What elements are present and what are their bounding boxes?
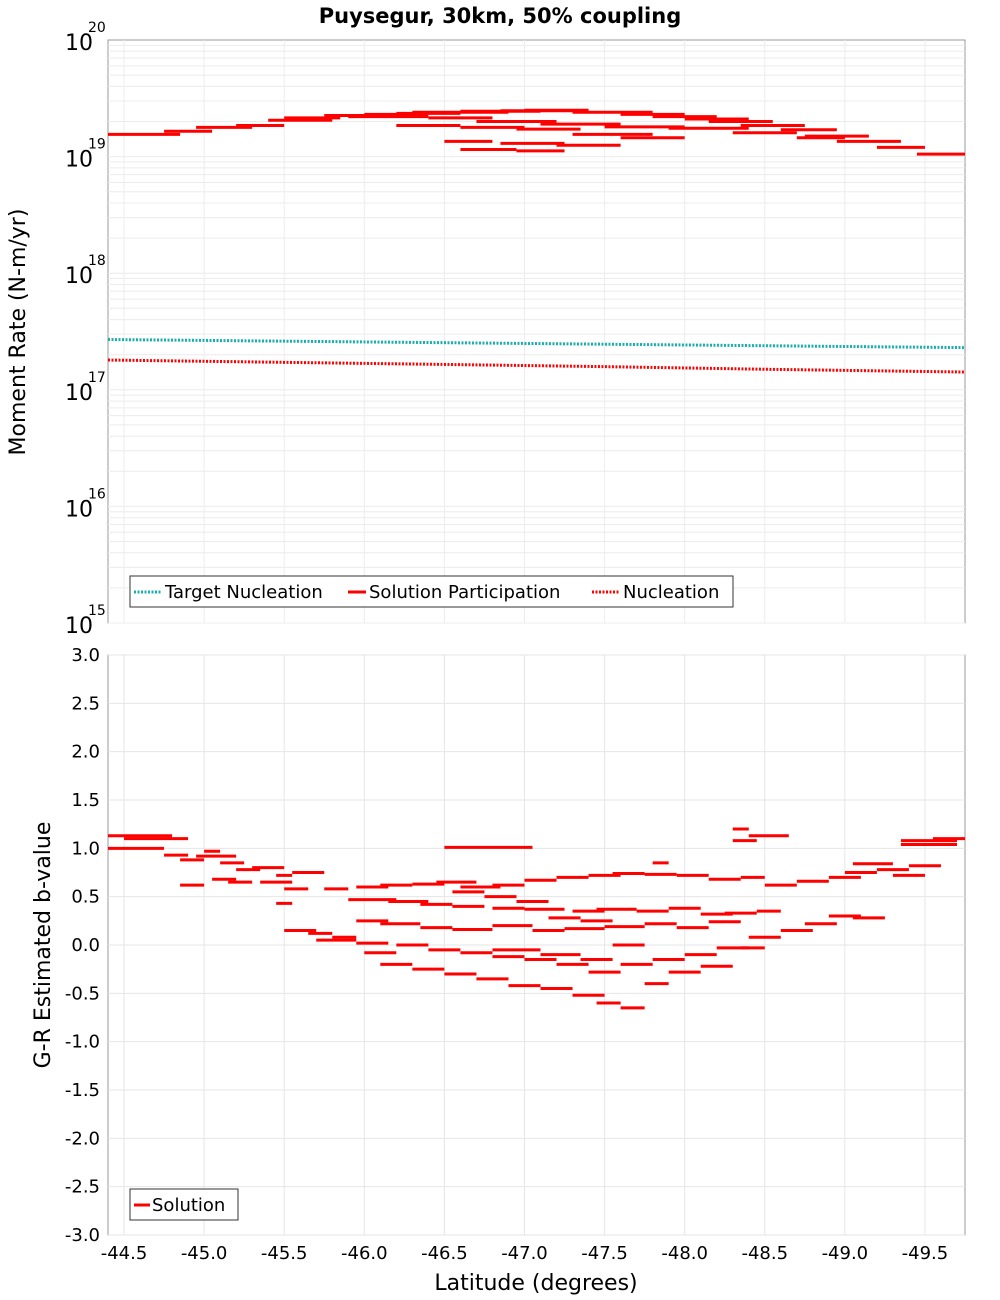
legend-label-solution-participation: Solution Participation bbox=[369, 582, 560, 603]
x-tick-label: -49.0 bbox=[822, 1243, 869, 1264]
y-tick-label: 3.0 bbox=[71, 645, 100, 666]
x-tick-label: -44.5 bbox=[101, 1243, 148, 1264]
y-tick-label: 10 bbox=[65, 381, 93, 406]
moment-rate-y-axis-label: Moment Rate (N-m/yr) bbox=[6, 209, 31, 456]
moment-rate-legend-box bbox=[129, 575, 734, 608]
b-value-y-axis-label: G-R Estimated b-value bbox=[31, 822, 56, 1069]
b-value-grid bbox=[108, 654, 965, 1236]
moment-rate-data bbox=[107, 108, 966, 374]
y-tick-exponent: 19 bbox=[88, 137, 106, 153]
y-tick-label: -0.5 bbox=[65, 983, 100, 1004]
b-value-data bbox=[108, 827, 965, 1010]
moment-rate-grid bbox=[108, 40, 965, 624]
x-tick-label: -46.0 bbox=[341, 1243, 388, 1264]
y-tick-label: 10 bbox=[65, 148, 93, 173]
b-value-panel: 3.0 2.5 2.0 1.5 1.0 0.5 0.0 -0.5 -1.0 -1.5 -2.0 -2.… bbox=[31, 645, 966, 1296]
y-tick-label: 10 bbox=[65, 614, 93, 639]
y-tick-label: 0.0 bbox=[71, 935, 100, 956]
y-tick-label: -2.0 bbox=[65, 1128, 100, 1149]
y-tick-label: -2.5 bbox=[65, 1177, 100, 1198]
y-tick-label: 1.5 bbox=[71, 790, 100, 811]
y-tick-label: 10 bbox=[65, 31, 93, 56]
chart-title: Puysegur, 30km, 50% coupling bbox=[319, 4, 682, 28]
x-tick-label: -48.5 bbox=[741, 1243, 788, 1264]
latitude-x-ticks: -44.5 -45.0 -45.5 -46.0 -46.5 -47.0 -47.5 -48.0… bbox=[101, 1243, 949, 1264]
y-tick-label: 1.0 bbox=[71, 838, 100, 859]
x-tick-label: -47.5 bbox=[581, 1243, 628, 1264]
b-value-legend-box bbox=[129, 1188, 239, 1221]
moment-rate-legend: Target Nucleation Solution Participation… bbox=[129, 575, 734, 608]
y-tick-label: -1.0 bbox=[65, 1032, 100, 1053]
x-tick-label: -46.5 bbox=[421, 1243, 468, 1264]
y-tick-label: 2.0 bbox=[71, 742, 100, 763]
y-tick-exponent: 16 bbox=[88, 486, 106, 502]
nucleation-line bbox=[107, 358, 966, 374]
legend-label-nucleation: Nucleation bbox=[623, 582, 719, 603]
legend-label-target-nucleation: Target Nucleation bbox=[164, 582, 323, 603]
x-tick-label: -45.0 bbox=[181, 1243, 228, 1264]
y-tick-label: 0.5 bbox=[71, 887, 100, 908]
y-tick-label: 10 bbox=[65, 264, 93, 289]
y-tick-label: -1.5 bbox=[65, 1080, 100, 1101]
y-tick-label: 10 bbox=[65, 497, 93, 522]
x-tick-label: -48.0 bbox=[661, 1243, 708, 1264]
target-nucleation-line bbox=[107, 338, 966, 350]
y-tick-exponent: 18 bbox=[88, 253, 106, 269]
y-tick-label: 2.5 bbox=[71, 693, 100, 714]
b-value-y-ticks: 3.0 2.5 2.0 1.5 1.0 0.5 0.0 -0.5 -1.0 -1.5 -2.0 -2.… bbox=[65, 645, 100, 1246]
y-tick-exponent: 15 bbox=[88, 603, 106, 619]
x-tick-label: -49.5 bbox=[902, 1243, 949, 1264]
b-value-legend: Solution bbox=[129, 1188, 239, 1221]
x-tick-label: -45.5 bbox=[261, 1243, 308, 1264]
legend-label-solution: Solution bbox=[152, 1195, 225, 1216]
x-tick-label: -47.0 bbox=[501, 1243, 548, 1264]
x-axis-label: Latitude (degrees) bbox=[434, 1271, 637, 1296]
y-tick-exponent: 20 bbox=[88, 20, 106, 36]
y-tick-label: -3.0 bbox=[65, 1225, 100, 1246]
y-tick-exponent: 17 bbox=[88, 370, 106, 386]
